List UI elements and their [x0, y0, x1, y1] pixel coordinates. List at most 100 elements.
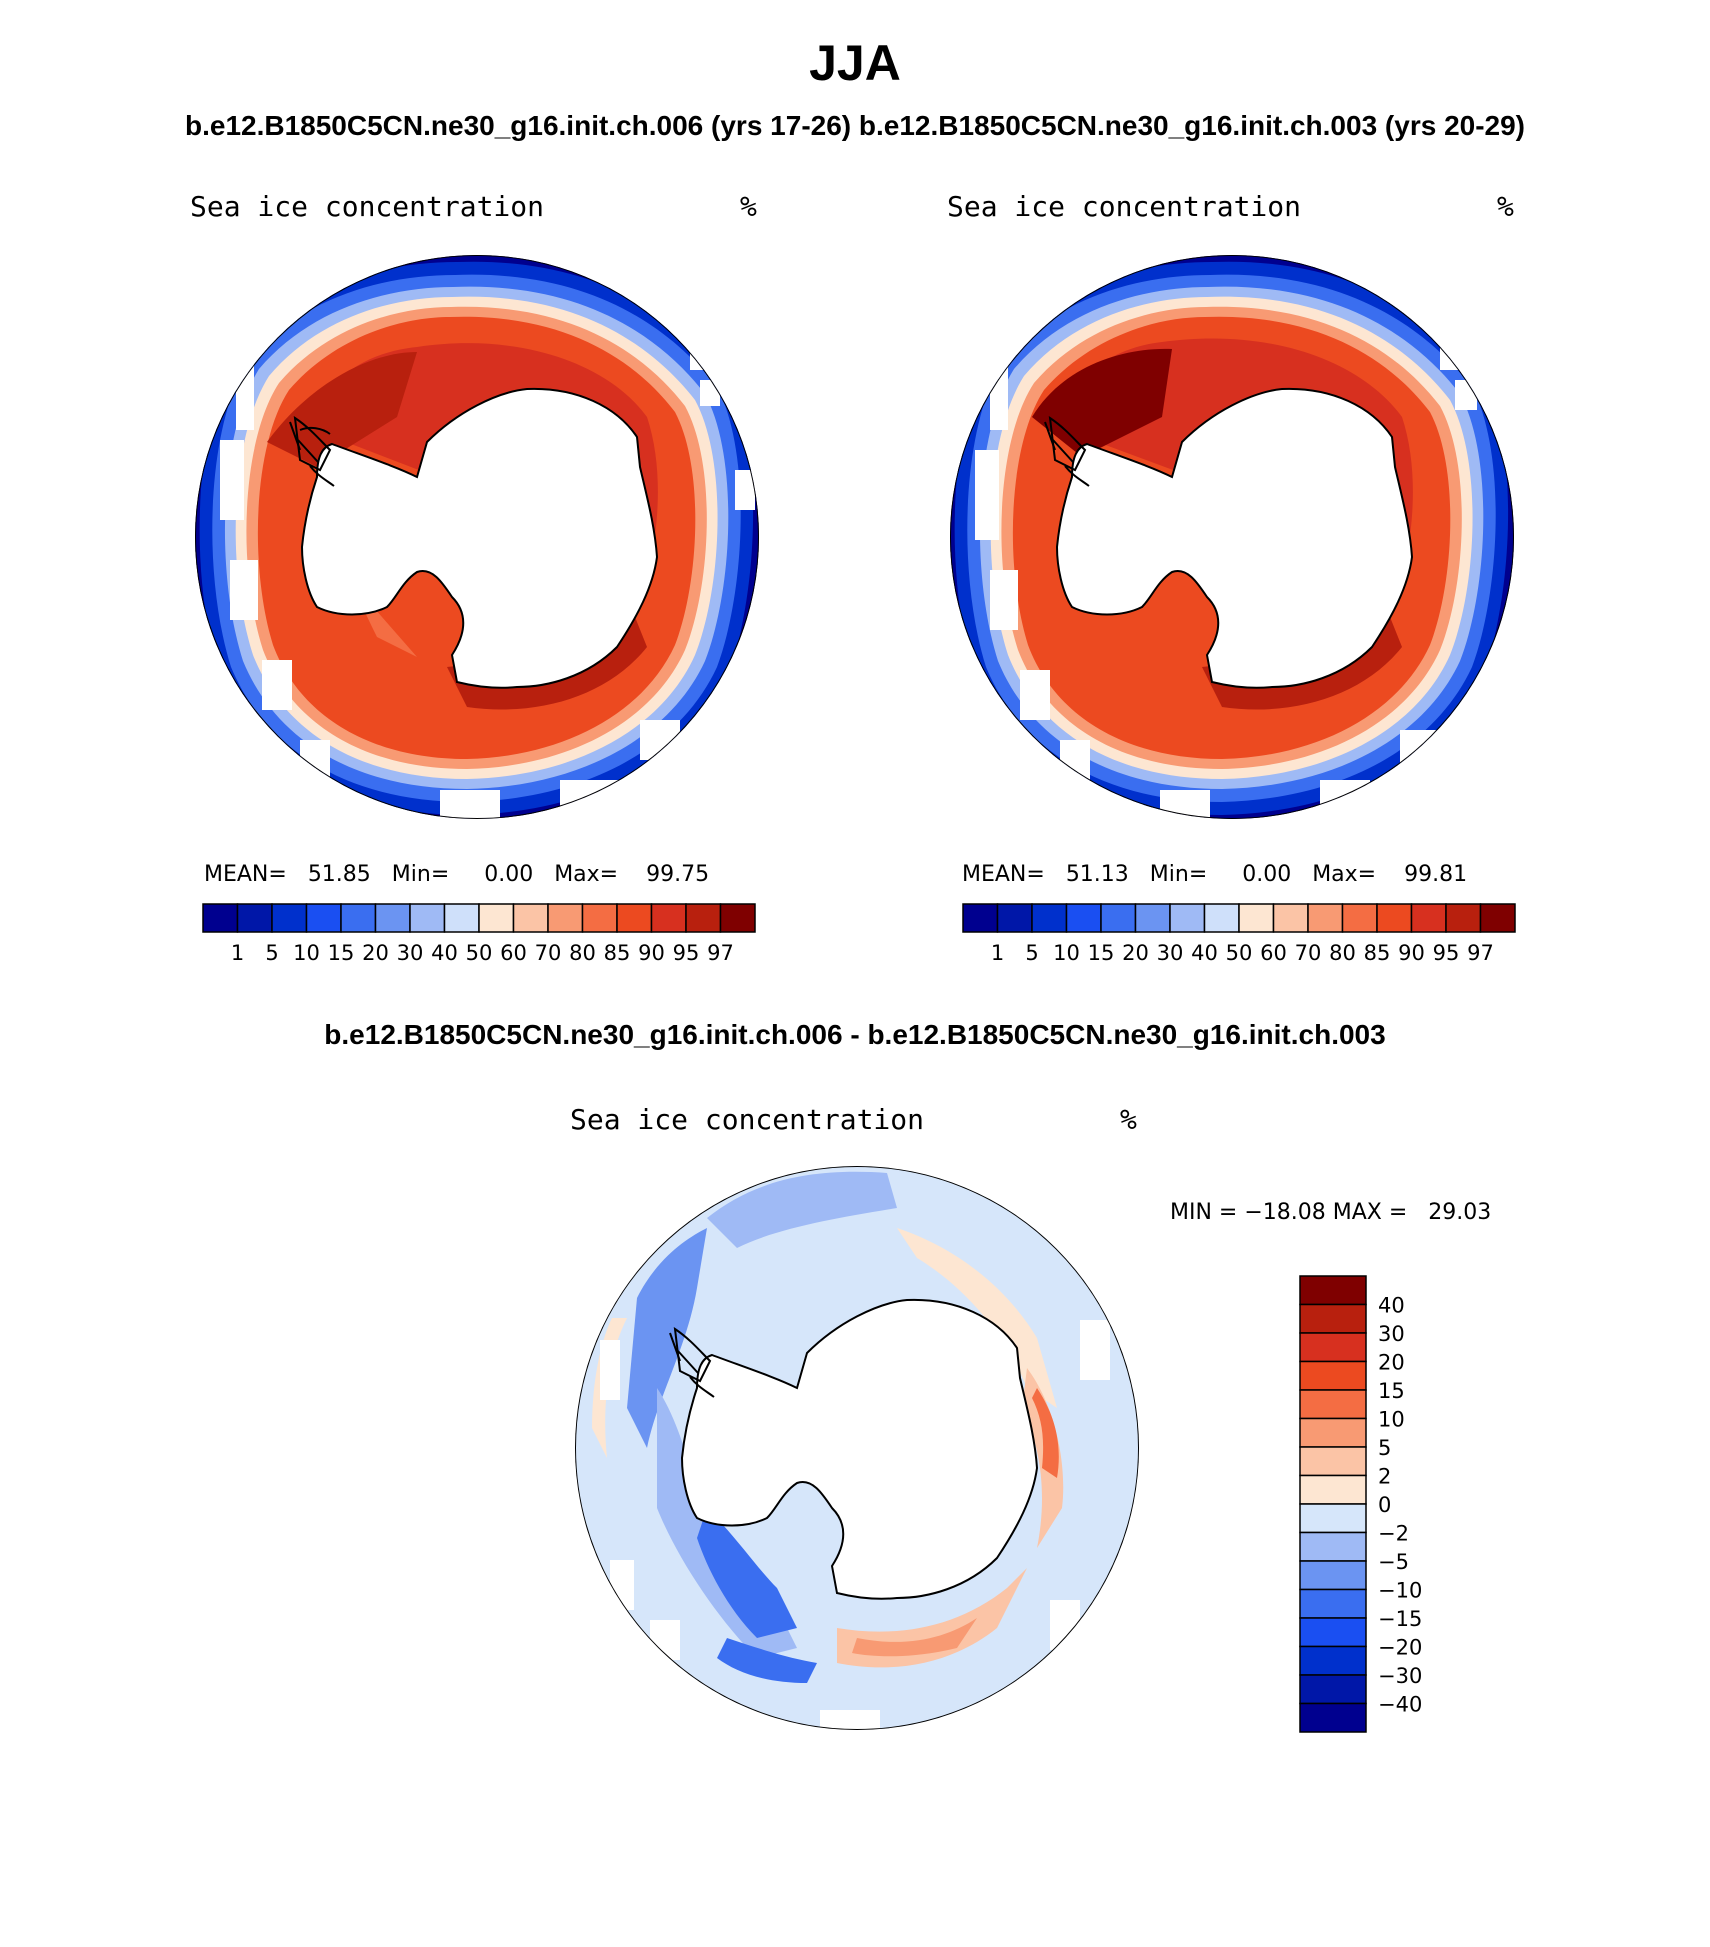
- diff-colorbar-tick-label: 20: [1378, 1351, 1405, 1375]
- left-colorbar-tick-label: 30: [397, 941, 424, 965]
- left-colorbar-swatch: [202, 903, 239, 933]
- left-map: [195, 255, 759, 819]
- diff-colorbar-swatch: [1299, 1360, 1367, 1391]
- right-colorbar-tick-label: 90: [1398, 941, 1425, 965]
- diff-colorbar-swatch: [1299, 1702, 1367, 1733]
- left-colorbar-swatch: [305, 903, 342, 933]
- right-colorbar-tick-label: 95: [1433, 941, 1460, 965]
- right-colorbar-swatch: [1100, 903, 1137, 933]
- diff-colorbar-tick-label: 0: [1378, 1493, 1391, 1517]
- diff-colorbar-tick-label: 30: [1378, 1322, 1405, 1346]
- right-colorbar-tick-label: 85: [1364, 941, 1391, 965]
- diff-colorbar-tick-label: −15: [1378, 1607, 1422, 1631]
- diff-minmax: MIN = −18.08 MAX = 29.03: [1170, 1200, 1492, 1225]
- diff-colorbar-swatch: [1299, 1417, 1367, 1448]
- left-colorbar-tick-label: 97: [707, 941, 734, 965]
- left-colorbar-tick-label: 20: [362, 941, 389, 965]
- case-subtitle: b.e12.B1850C5CN.ne30_g16.init.ch.006 (yr…: [184, 110, 1526, 141]
- left-colorbar-swatch: [685, 903, 722, 933]
- left-colorbar-swatch: [340, 903, 377, 933]
- diff-colorbar-tick-label: −20: [1378, 1636, 1422, 1660]
- right-colorbar-tick-label: 97: [1467, 941, 1494, 965]
- diff-colorbar-swatch: [1299, 1674, 1367, 1705]
- left-colorbar-tick-label: 60: [500, 941, 527, 965]
- right-colorbar-swatch: [1307, 903, 1344, 933]
- left-colorbar-tick-label: 80: [569, 941, 596, 965]
- left-colorbar-tick-label: 85: [604, 941, 631, 965]
- diff-colorbar-swatch: [1299, 1617, 1367, 1648]
- left-colorbar-swatch: [616, 903, 653, 933]
- right-colorbar-swatch: [962, 903, 999, 933]
- diff-colorbar-swatch: [1299, 1332, 1367, 1363]
- right-colorbar-tick-label: 20: [1122, 941, 1149, 965]
- right-colorbar: 1 5 10 15 20 30 40 50 60 70 80 85 90 95 97: [962, 903, 1516, 965]
- right-colorbar-tick-label: 10: [1053, 941, 1080, 965]
- right-colorbar-swatch: [1479, 903, 1516, 933]
- diff-colorbar-swatch: [1299, 1531, 1367, 1562]
- right-colorbar-tick-label: 60: [1260, 941, 1287, 965]
- right-colorbar-swatch: [1203, 903, 1240, 933]
- diff-colorbar-tick-label: −5: [1378, 1550, 1409, 1574]
- diff-colorbar-swatch: [1299, 1645, 1367, 1676]
- difference-map: [575, 1166, 1139, 1730]
- diff-colorbar-swatch: [1299, 1389, 1367, 1420]
- left-colorbar-tick-label: 1: [231, 941, 244, 965]
- left-colorbar-swatch: [719, 903, 756, 933]
- left-colorbar-swatch: [409, 903, 446, 933]
- left-colorbar-swatch: [478, 903, 515, 933]
- right-colorbar-tick-label: 40: [1191, 941, 1218, 965]
- left-colorbar-tick-label: 95: [673, 941, 700, 965]
- right-colorbar-tick-label: 15: [1088, 941, 1115, 965]
- right-colorbar-swatch: [1238, 903, 1275, 933]
- diff-colorbar-swatch: [1299, 1560, 1367, 1591]
- diff-colorbar-tick-label: −10: [1378, 1579, 1422, 1603]
- diff-panel-title: Sea ice concentration: [570, 1103, 925, 1136]
- right-stats: MEAN= 51.13 Min= 0.00 Max= 99.81: [962, 862, 1468, 887]
- right-colorbar-swatch: [1272, 903, 1309, 933]
- right-map: [950, 255, 1514, 819]
- left-colorbar-swatch: [547, 903, 584, 933]
- left-colorbar-swatch: [374, 903, 411, 933]
- left-panel-title: Sea ice concentration: [190, 190, 545, 223]
- page-title: JJA: [809, 35, 901, 91]
- left-colorbar-swatch: [581, 903, 618, 933]
- left-colorbar-tick-label: 70: [535, 941, 562, 965]
- left-panel-units: %: [740, 190, 757, 223]
- diff-colorbar-tick-label: −2: [1378, 1522, 1409, 1546]
- right-colorbar-swatch: [1065, 903, 1102, 933]
- right-colorbar-tick-label: 1: [991, 941, 1004, 965]
- right-colorbar-tick-label: 70: [1295, 941, 1322, 965]
- right-colorbar-tick-label: 30: [1157, 941, 1184, 965]
- diff-colorbar-tick-label: −30: [1378, 1664, 1422, 1688]
- right-colorbar-swatch: [1410, 903, 1447, 933]
- right-panel-units: %: [1497, 190, 1514, 223]
- right-colorbar-tick-label: 50: [1226, 941, 1253, 965]
- diff-colorbar-swatch: [1299, 1588, 1367, 1619]
- right-colorbar-swatch: [1376, 903, 1413, 933]
- right-panel-title: Sea ice concentration: [947, 190, 1302, 223]
- right-colorbar-tick-label: 80: [1329, 941, 1356, 965]
- right-colorbar-swatch: [996, 903, 1033, 933]
- diff-panel-units: %: [1120, 1103, 1137, 1136]
- left-stats: MEAN= 51.85 Min= 0.00 Max= 99.75: [204, 862, 710, 887]
- right-colorbar-swatch: [1169, 903, 1206, 933]
- right-colorbar-tick-label: 5: [1025, 941, 1038, 965]
- diff-colorbar-tick-label: 15: [1378, 1379, 1405, 1403]
- diff-colorbar-tick-label: 10: [1378, 1408, 1405, 1432]
- difference-title: b.e12.B1850C5CN.ne30_g16.init.ch.006 - b…: [324, 1019, 1386, 1050]
- right-colorbar-swatch: [1134, 903, 1171, 933]
- left-colorbar-tick-label: 5: [265, 941, 278, 965]
- diff-colorbar-tick-label: 40: [1378, 1294, 1405, 1318]
- left-colorbar-swatch: [443, 903, 480, 933]
- left-colorbar-swatch: [650, 903, 687, 933]
- left-colorbar-swatch: [512, 903, 549, 933]
- diff-colorbar-tick-label: 2: [1378, 1465, 1391, 1489]
- diff-colorbar-tick-label: 5: [1378, 1436, 1391, 1460]
- left-colorbar-tick-label: 15: [328, 941, 355, 965]
- diff-colorbar-swatch: [1299, 1303, 1367, 1334]
- diff-colorbar-swatch: [1299, 1446, 1367, 1477]
- left-colorbar-swatch: [236, 903, 273, 933]
- diff-colorbar-swatch: [1299, 1275, 1367, 1306]
